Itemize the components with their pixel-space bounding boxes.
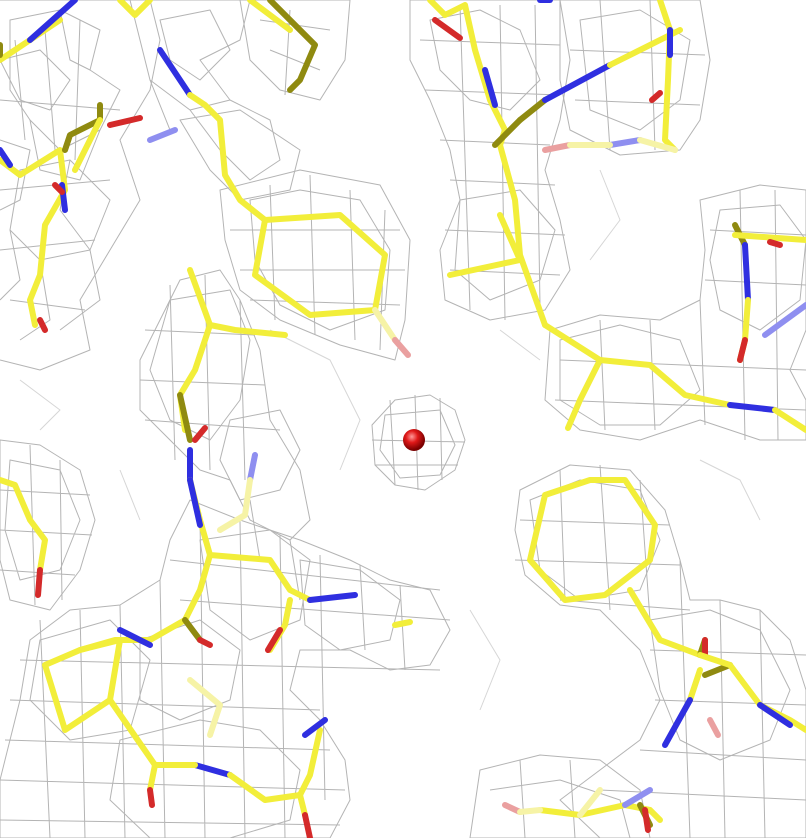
density-mesh-faint <box>19 169 761 711</box>
water-molecule <box>403 429 425 451</box>
